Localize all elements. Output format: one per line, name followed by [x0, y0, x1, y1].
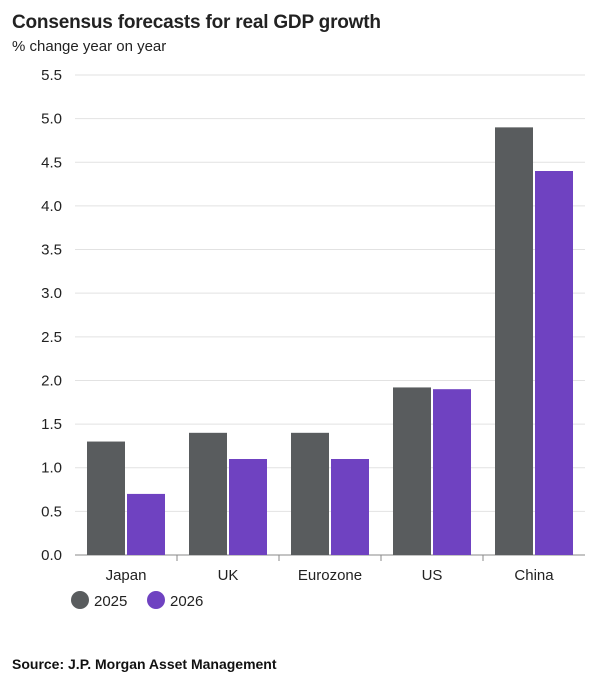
y-tick-label: 5.5 [41, 67, 62, 84]
y-tick-label: 4.0 [41, 198, 62, 215]
y-tick-label: 5.0 [41, 111, 62, 128]
y-tick-label: 2.5 [41, 329, 62, 346]
bar-2025-china [495, 127, 533, 555]
chart-subtitle: % change year on year [12, 38, 167, 55]
legend-label: 2025 [94, 593, 127, 610]
legend-label: 2026 [170, 593, 203, 610]
y-tick-label: 1.5 [41, 416, 62, 433]
x-tick-label: China [514, 567, 554, 584]
x-tick-label: Japan [106, 567, 147, 584]
bar-2025-eurozone [291, 432, 329, 555]
y-tick-label: 4.5 [41, 154, 62, 171]
bar-2026-us [433, 389, 471, 555]
y-tick-label: 2.0 [41, 372, 62, 389]
bar-2026-eurozone [331, 459, 369, 555]
bar-2026-uk [229, 459, 267, 555]
y-tick-label: 0.5 [41, 503, 62, 520]
bar-2026-china [535, 171, 573, 555]
source-note: Source: J.P. Morgan Asset Management [12, 656, 277, 672]
x-tick-label: US [422, 567, 443, 584]
y-tick-label: 3.5 [41, 242, 62, 259]
bar-2025-japan [87, 441, 125, 555]
bar-2026-japan [127, 493, 165, 555]
y-tick-label: 1.0 [41, 460, 62, 477]
x-tick-label: Eurozone [298, 567, 362, 584]
chart-title: Consensus forecasts for real GDP growth [12, 12, 381, 33]
legend-marker-2025 [71, 591, 89, 609]
bar-2025-uk [189, 432, 227, 555]
y-tick-label: 0.0 [41, 547, 62, 564]
bar-2025-us [393, 387, 431, 555]
x-tick-label: UK [218, 567, 239, 584]
legend-marker-2026 [147, 591, 165, 609]
y-tick-label: 3.0 [41, 285, 62, 302]
